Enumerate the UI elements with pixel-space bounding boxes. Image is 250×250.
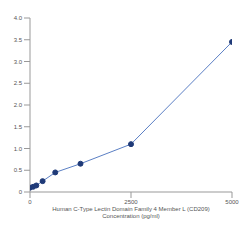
svg-text:0.5: 0.5	[14, 167, 23, 173]
svg-text:2.0: 2.0	[14, 102, 23, 108]
svg-text:0: 0	[28, 199, 32, 205]
svg-text:3.0: 3.0	[14, 59, 23, 65]
svg-text:1.5: 1.5	[14, 124, 23, 130]
svg-text:1.0: 1.0	[14, 146, 23, 152]
svg-text:2500: 2500	[124, 199, 138, 205]
svg-text:0: 0	[19, 189, 23, 195]
svg-text:4.0: 4.0	[14, 15, 23, 21]
svg-text:3.5: 3.5	[14, 37, 23, 43]
html-text:Human C-Type Lectin Domain Fam: Human C-Type Lectin Domain Family 4 Memb…	[52, 206, 210, 212]
html-text:Concentration (pg/ml): Concentration (pg/ml)	[102, 213, 160, 219]
svg-text:5000: 5000	[225, 199, 239, 205]
svg-text:2.5: 2.5	[14, 80, 23, 86]
